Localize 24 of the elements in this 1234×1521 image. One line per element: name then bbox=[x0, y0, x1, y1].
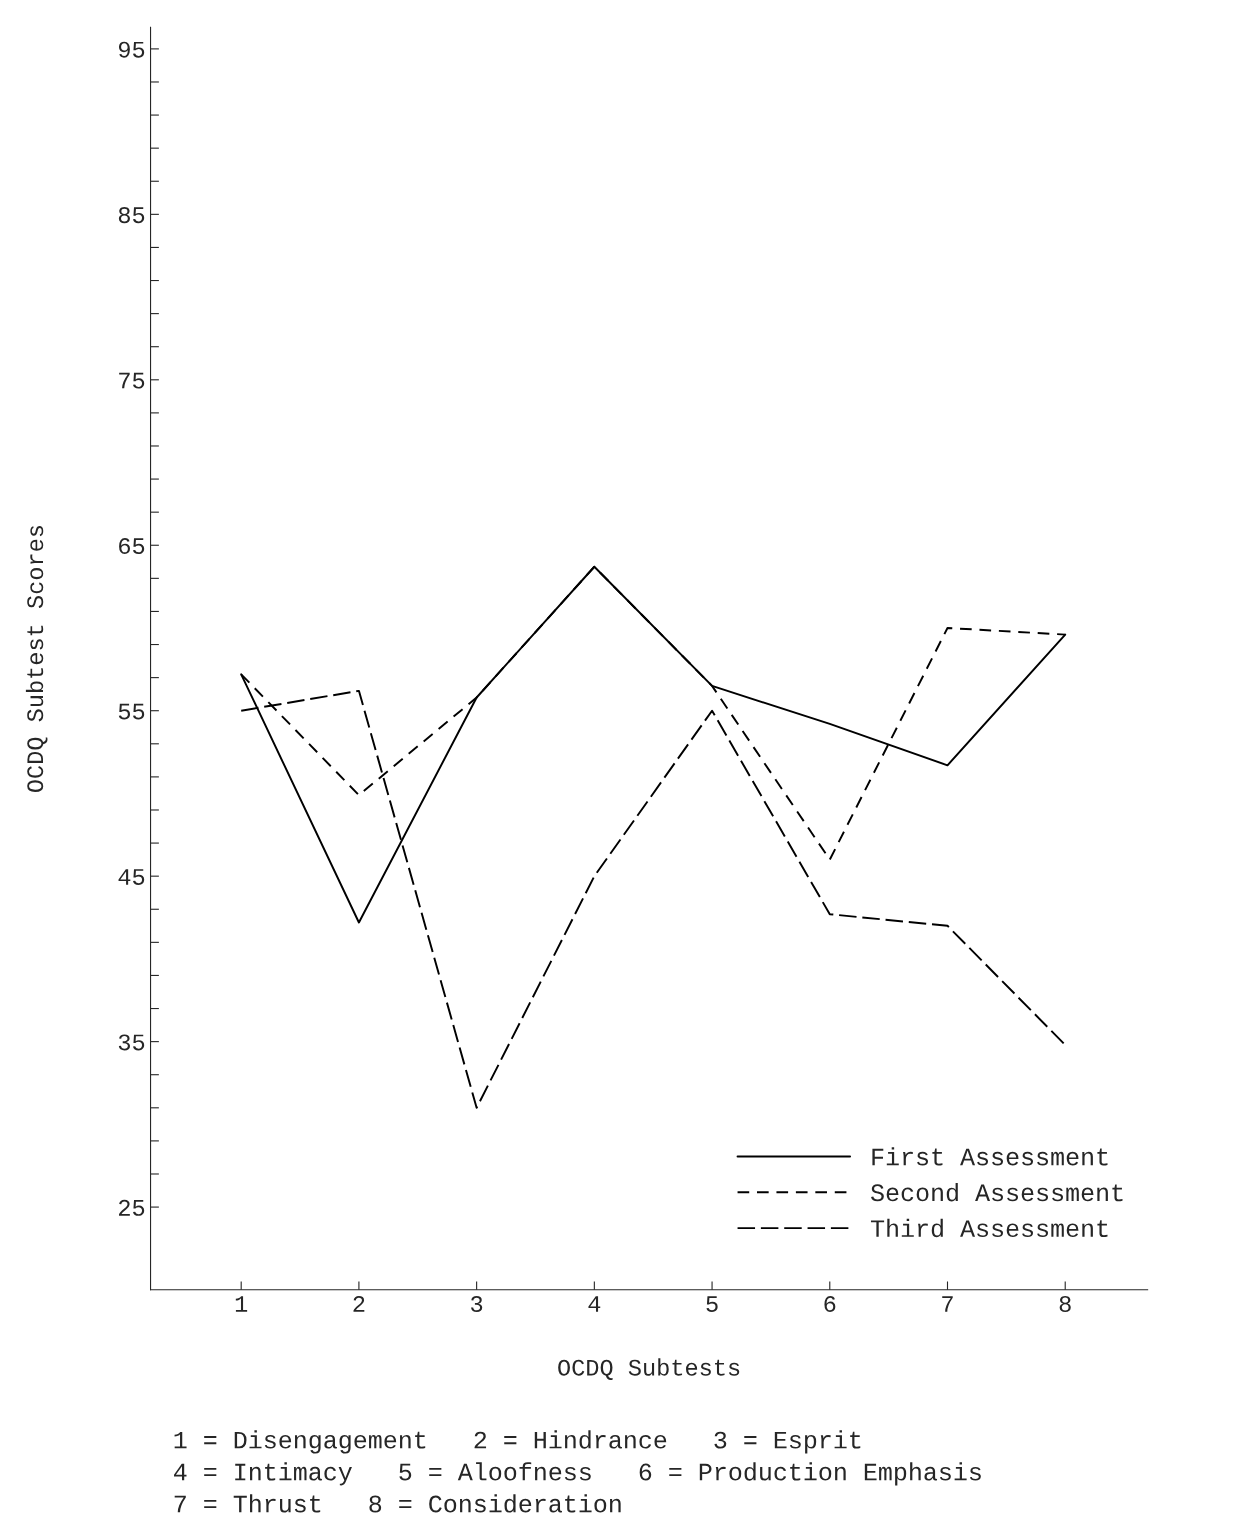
x-tick-label: 3 bbox=[471, 1295, 483, 1313]
y-tick-label: 25 bbox=[119, 1199, 145, 1216]
x-tick-label: 1 bbox=[235, 1296, 248, 1312]
x-axis-title: OCDQ Subtests bbox=[558, 1358, 740, 1380]
text: 7 = Thrust 8 = Consideration bbox=[174, 1494, 621, 1513]
y-tick-label: 45 bbox=[118, 869, 145, 885]
x-tick-label: 6 bbox=[824, 1295, 836, 1313]
legend-label: Second Assessment bbox=[871, 1182, 1123, 1202]
y-tick-label: 35 bbox=[118, 1034, 145, 1051]
x-tick-label: 5 bbox=[706, 1296, 718, 1313]
x-tick-label: 4 bbox=[588, 1296, 601, 1312]
x-tick-label: 7 bbox=[942, 1296, 953, 1312]
y-tick-label: 75 bbox=[119, 372, 145, 389]
y-axis-title: OCDQ Subtest Scores bbox=[25, 525, 48, 793]
legend-label: First Assessment bbox=[872, 1147, 1108, 1166]
x-tick-label: 2 bbox=[353, 1295, 365, 1312]
legend-label: Third Assessment bbox=[870, 1218, 1108, 1238]
y-tick-label: 65 bbox=[119, 538, 145, 555]
text: 1 = Disengagement 2 = Hindrance 3 = Esprit bbox=[174, 1430, 861, 1454]
text: 4 = Intimacy 5 = Aloofness 6 = Production Emphasis bbox=[174, 1462, 981, 1486]
y-tick-label: 55 bbox=[118, 703, 145, 720]
x-tick-label: 8 bbox=[1059, 1295, 1071, 1313]
y-tick-label: 85 bbox=[118, 207, 145, 224]
y-tick-label: 95 bbox=[118, 41, 145, 58]
